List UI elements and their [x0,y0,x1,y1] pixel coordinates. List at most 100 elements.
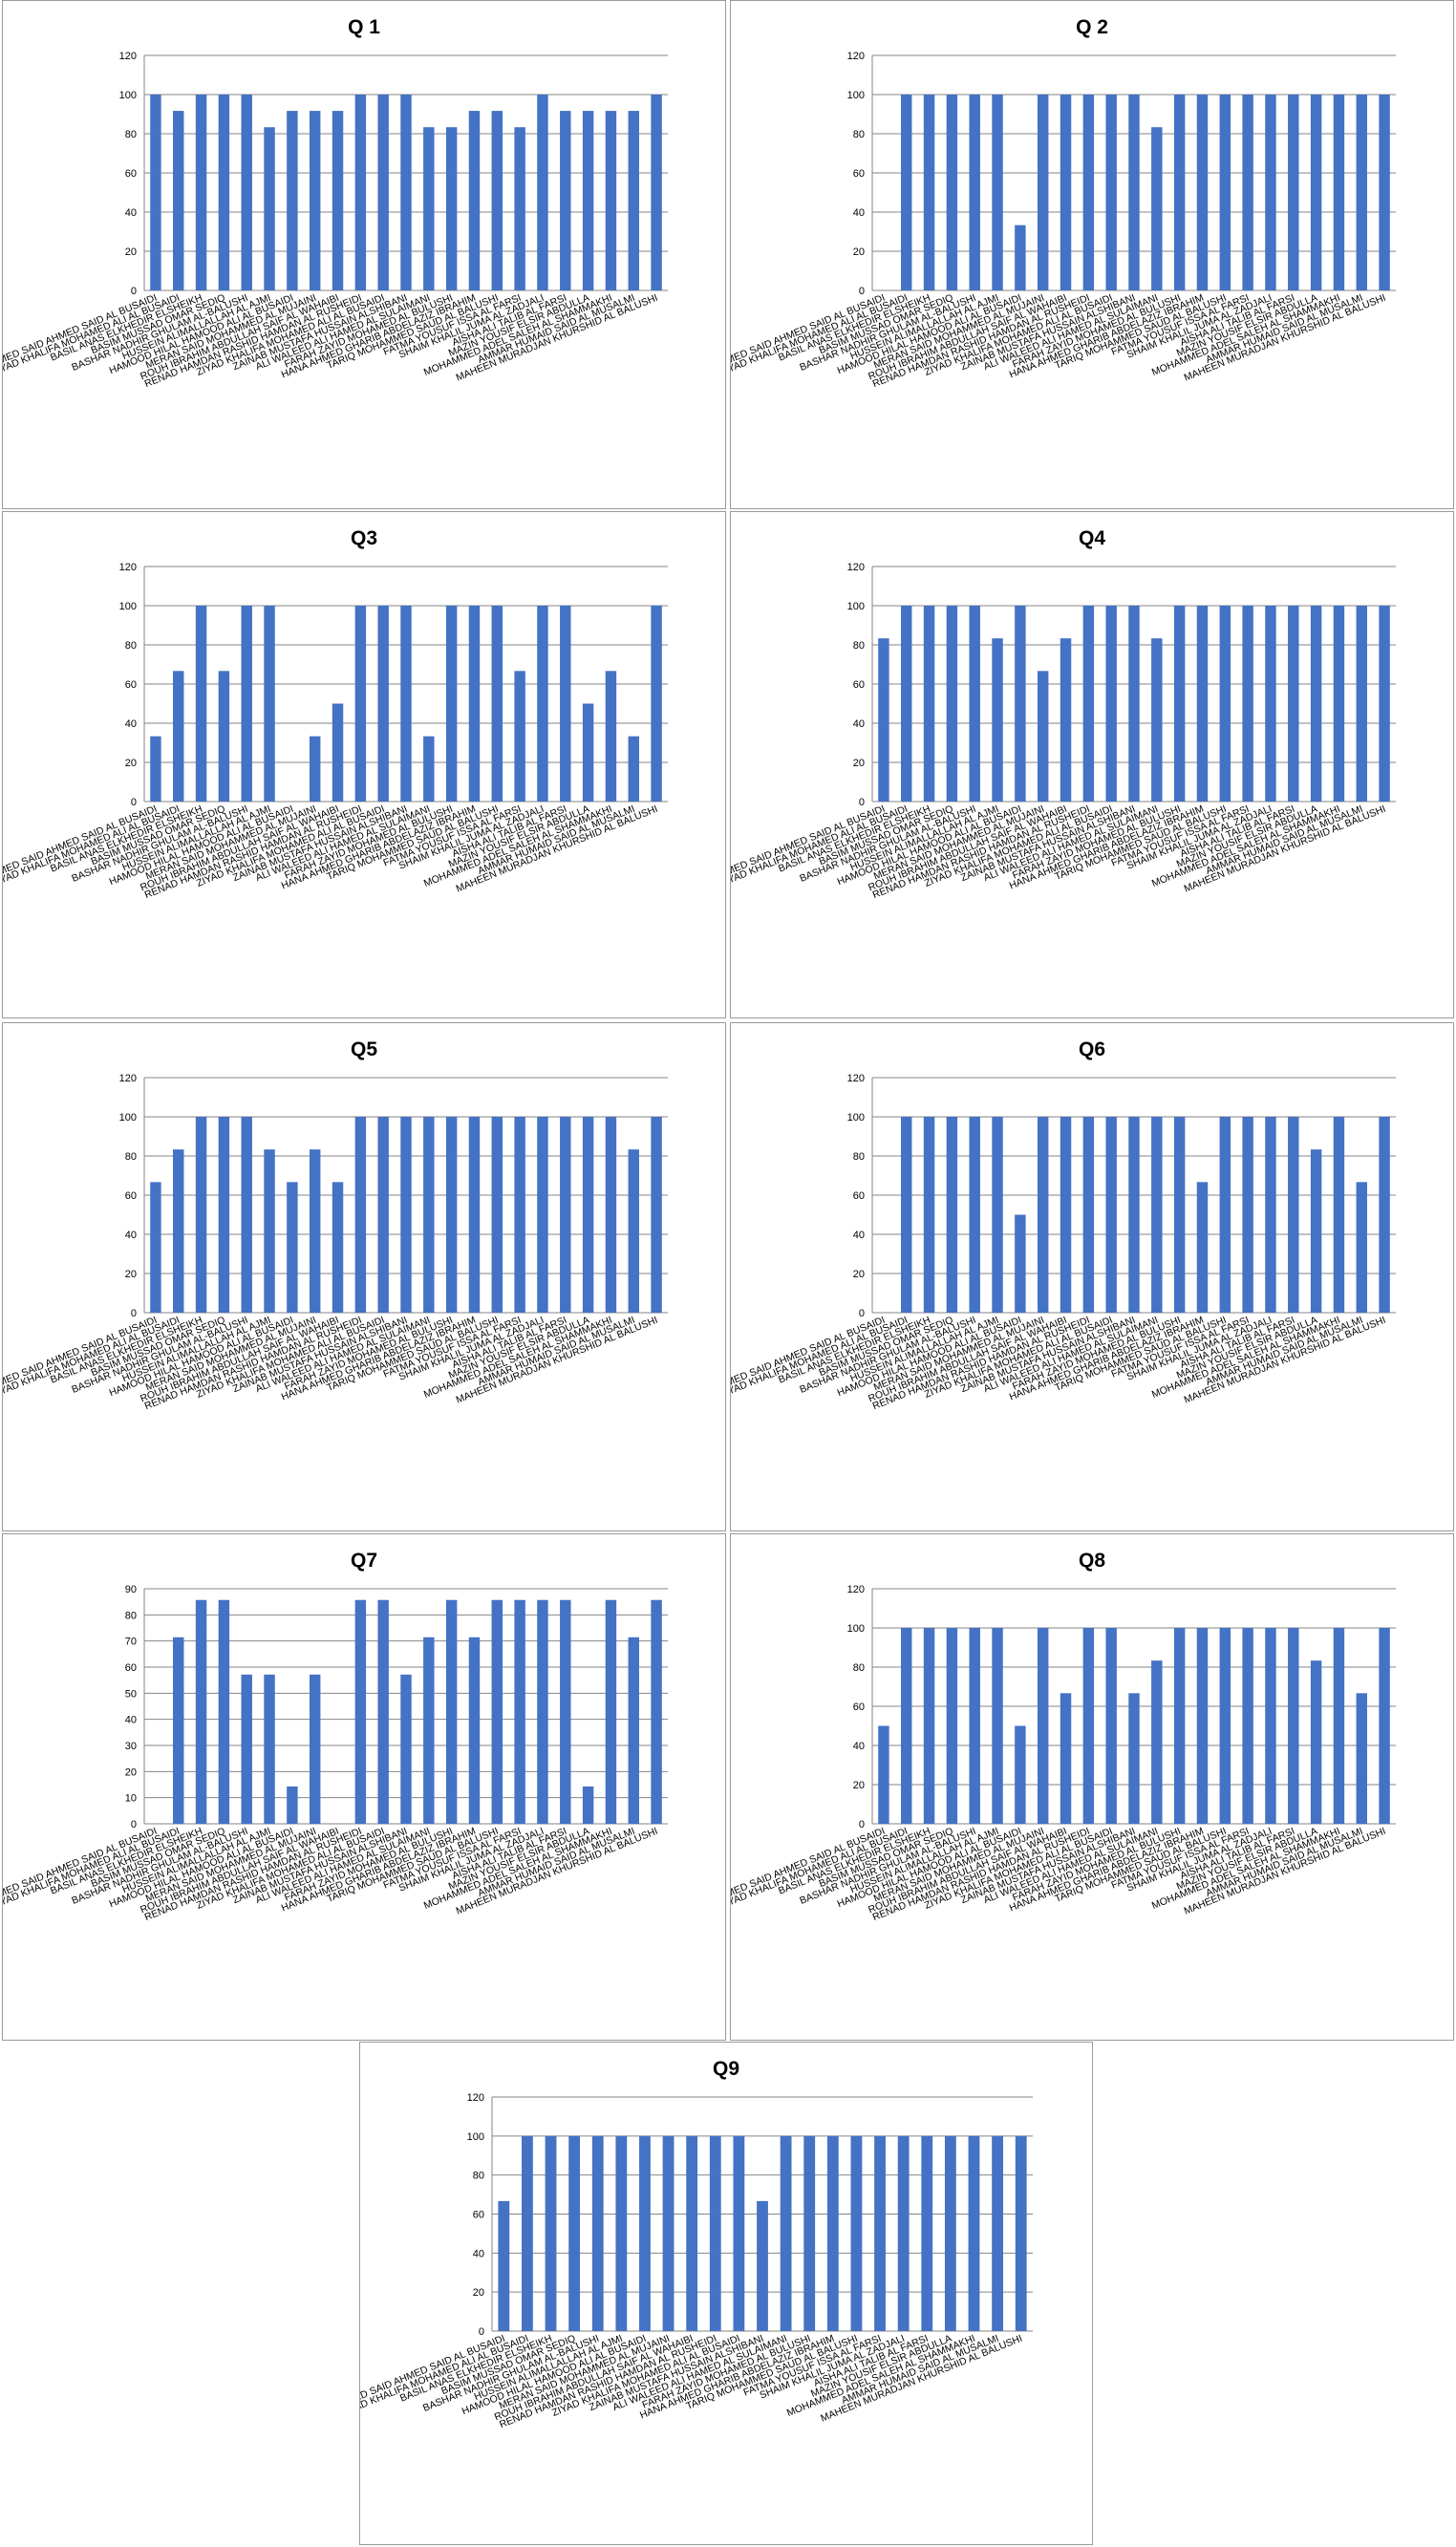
bar [1060,638,1072,802]
bar [1242,95,1253,290]
bar [878,1725,889,1824]
bar [173,1637,184,1824]
bar [332,111,344,290]
y-tick-label: 80 [853,640,865,652]
bar [491,1117,503,1313]
bar [651,1599,662,1824]
bar [901,1628,912,1824]
y-tick-label: 30 [125,1741,137,1752]
bar [1219,1628,1231,1824]
y-tick-label: 120 [847,1073,865,1084]
y-tick-label: 100 [119,90,137,101]
bar [946,606,958,802]
bar [1196,1628,1209,1824]
y-tick-label: 120 [847,1584,865,1595]
chart-panel-7: Q7 0 10 20 30 40 50 60 70 80 90 AHMED SAID AHMED SA… [2,1533,726,2041]
y-tick-label: 60 [853,168,865,180]
bar [615,2135,628,2331]
chart-title: Q4 [1079,527,1105,549]
bar [560,111,571,290]
bar [1242,606,1253,802]
bar [1219,1117,1231,1313]
bar [582,703,594,802]
y-tick-label: 120 [119,1073,137,1084]
bar [1356,1693,1367,1824]
bar [354,95,367,290]
bar [1288,1117,1299,1313]
bar [651,606,662,802]
bar [605,111,617,290]
y-tick-label: 100 [847,90,865,101]
chart-title: Q8 [1079,1550,1105,1572]
bar [560,606,571,802]
bar [560,1599,571,1824]
y-tick-label: 0 [859,1819,865,1830]
bar [560,1117,571,1313]
bar [1151,638,1163,802]
bar [803,2135,816,2331]
bar [1333,606,1345,802]
bar [901,95,912,290]
bar [1151,127,1163,290]
chart-title: Q7 [351,1550,377,1572]
bar [1356,606,1367,802]
bar [628,111,639,290]
bar [1082,1117,1095,1313]
bar [992,1628,1003,1824]
bar [498,2200,510,2331]
chart-panel-9: Q9 0 20 40 60 80 100 120 AHMED SAID AHMED SAID A… [359,2042,1093,2545]
bar [923,606,935,802]
bar [1242,1117,1253,1313]
bar [423,127,435,290]
bar [992,95,1003,290]
bar [377,1599,389,1824]
bar [218,1117,230,1313]
bar [377,95,389,290]
y-tick-label: 20 [125,1269,137,1280]
y-tick-label: 120 [119,51,137,62]
bar [377,1117,389,1313]
bar [537,606,548,802]
bar [354,1599,367,1824]
y-tick-label: 0 [859,797,865,808]
bar [605,671,617,802]
y-tick-label: 60 [125,1662,137,1674]
bar [423,736,435,802]
y-tick-label: 60 [853,1190,865,1202]
bar [686,2135,698,2331]
bar [826,2135,839,2331]
bar [332,703,344,802]
bar [582,1117,594,1313]
bar [309,1149,321,1313]
bar [491,1599,503,1824]
bar [264,127,275,290]
bar [1105,95,1117,290]
bar [241,606,252,802]
chart-title: Q9 [713,2058,739,2080]
bar [287,111,298,290]
bar [1196,1182,1209,1313]
bar [878,638,889,802]
bar [468,606,481,802]
chart-title: Q5 [351,1038,377,1060]
y-tick-label: 80 [125,1610,137,1621]
bar [1082,95,1095,290]
bar [1265,95,1276,290]
bar [1173,95,1186,290]
bar [1265,606,1276,802]
chart-panel-2: Q 2 0 20 40 60 80 100 120 AHMED SAID AHMED SAID … [730,0,1454,509]
bar [709,2135,721,2331]
y-tick-label: 80 [853,1662,865,1674]
bar [628,736,639,802]
bar [400,606,412,802]
bar [1082,606,1095,802]
bar [468,1117,481,1313]
chart-panel-6: Q6 0 20 40 60 80 100 120 AHMED SAID AHMED SAID A… [730,1022,1454,1531]
bar [582,111,594,290]
bar [757,2200,768,2331]
bar [1015,606,1026,802]
